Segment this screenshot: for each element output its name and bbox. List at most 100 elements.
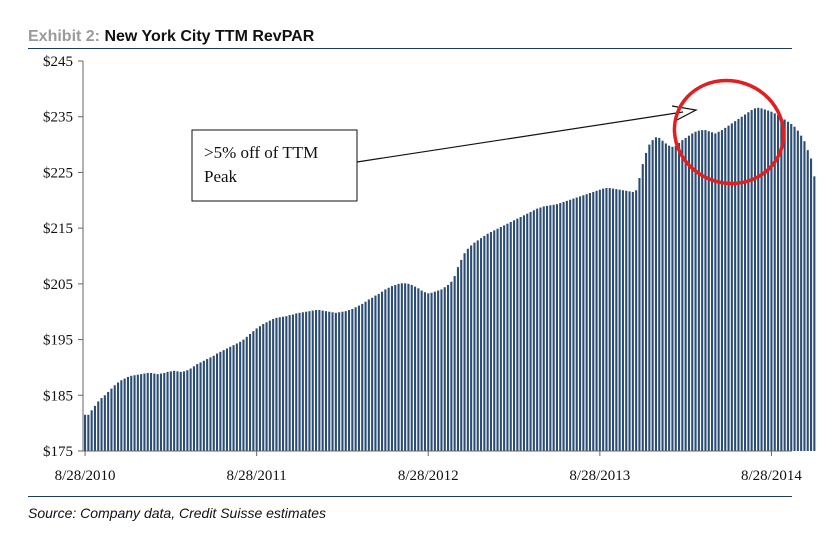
bar-34 [196,364,199,451]
bar-193 [720,130,723,451]
bar-23 [159,373,162,451]
bar-143 [555,204,558,451]
bar-9 [113,385,116,451]
bar-186 [697,130,700,451]
bar-21 [153,373,156,451]
bar-48 [242,339,245,451]
bar-151 [582,195,585,451]
bar-155 [595,190,598,451]
axes-group [82,61,792,452]
bar-100 [414,286,417,451]
bar-73 [324,311,327,451]
bar-49 [245,336,248,451]
bar-97 [404,283,407,451]
bar-212 [783,119,786,451]
bar-184 [691,133,694,451]
bar-13 [126,376,129,451]
bar-68 [308,311,311,451]
peak-highlight-ellipse [672,78,786,186]
bar-3 [93,405,96,451]
bar-104 [427,293,430,451]
bar-142 [552,204,555,451]
bar-67 [305,311,308,451]
bar-10 [117,382,120,451]
bar-14 [130,375,133,451]
bar-211 [780,117,783,452]
bar-133 [522,215,525,451]
bar-74 [328,311,331,451]
bar-112 [453,276,456,451]
bar-117 [470,245,473,451]
bar-187 [701,130,704,451]
bar-129 [509,222,512,451]
bar-61 [285,316,288,451]
bar-203 [753,108,756,452]
bar-60 [282,316,285,451]
bar-191 [714,133,717,451]
bar-173 [654,137,657,451]
bar-50 [249,334,252,451]
bar-108 [440,289,443,451]
bar-22 [156,374,159,451]
bar-20 [150,373,153,451]
x-tick-label-3: 8/28/2013 [569,468,630,484]
bar-190 [711,132,714,451]
bar-206 [763,109,766,451]
bar-122 [486,233,489,451]
bar-169 [641,164,644,451]
bar-200 [744,114,747,452]
bar-59 [278,317,281,451]
header-rule [28,48,792,49]
bar-119 [476,240,479,451]
bar-90 [381,291,384,451]
bar-127 [503,225,506,451]
bar-148 [572,198,575,451]
bar-158 [605,188,608,451]
bar-40 [216,353,219,451]
bar-149 [575,197,578,451]
bar-18 [143,373,146,451]
bar-62 [288,315,291,451]
bar-105 [430,292,433,451]
bar-167 [635,190,638,451]
bar-38 [209,357,212,451]
bar-202 [750,110,753,451]
bar-189 [707,131,710,451]
bar-114 [460,259,463,451]
bar-37 [206,359,209,451]
bar-194 [724,127,727,452]
bar-181 [681,140,684,452]
bar-109 [443,287,446,451]
bar-111 [450,281,453,451]
bar-88 [374,295,377,451]
x-tick-label-4: 8/28/2014 [741,468,802,484]
bar-175 [661,140,664,452]
bar-185 [694,131,697,451]
bar-30 [183,371,186,451]
bar-164 [625,190,628,451]
bar-150 [579,196,582,451]
bar-83 [357,305,360,451]
bar-146 [565,200,568,451]
bar-208 [770,111,773,451]
bar-137 [536,208,539,451]
bar-180 [678,142,681,451]
bar-26 [169,371,172,451]
bar-172 [651,140,654,452]
bar-89 [377,293,380,451]
y-tick-label-2: $195 [43,333,73,349]
bar-136 [532,210,535,451]
bar-165 [628,191,631,451]
bar-147 [569,199,572,451]
bar-197 [734,121,737,452]
bar-124 [493,230,496,451]
annotation-line-1: >5% off of TTM [204,143,318,162]
bar-195 [727,125,730,451]
bar-76 [334,312,337,451]
bar-70 [315,310,318,451]
bar-69 [311,310,314,451]
bar-8 [110,388,113,451]
bar-207 [767,110,770,451]
bar-7 [107,391,110,451]
